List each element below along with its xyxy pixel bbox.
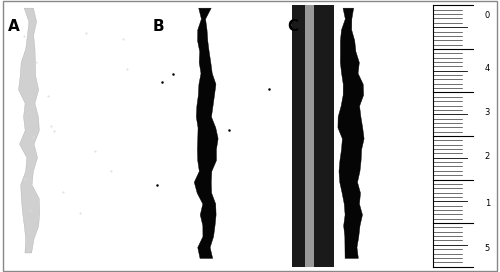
Text: 5: 5	[485, 244, 490, 253]
Text: 3: 3	[484, 108, 490, 117]
Text: A: A	[8, 19, 19, 34]
Text: 4: 4	[485, 64, 490, 73]
Bar	[292, 5, 335, 267]
Text: 1: 1	[485, 199, 490, 208]
Text: C: C	[288, 19, 298, 34]
Polygon shape	[194, 8, 218, 258]
Polygon shape	[338, 8, 364, 258]
Text: 0: 0	[485, 11, 490, 20]
Polygon shape	[18, 8, 40, 253]
Text: 2: 2	[485, 152, 490, 161]
Bar	[304, 5, 314, 267]
Bar	[422, 5, 495, 267]
Text: B: B	[152, 19, 164, 34]
